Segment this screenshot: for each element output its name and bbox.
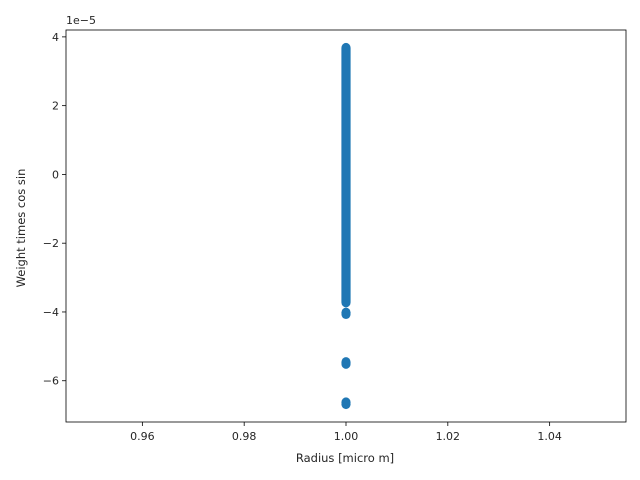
- y-tick-label: −2: [43, 237, 59, 250]
- x-tick-label: 1.02: [436, 430, 461, 443]
- x-tick-label: 1.04: [537, 430, 562, 443]
- y-axis-label: Weight times cos sin: [14, 169, 28, 288]
- data-points: [341, 42, 351, 410]
- data-point: [341, 399, 351, 410]
- y-offset-text: 1e−5: [66, 14, 96, 27]
- y-axis-ticks: −6 −4 −2 0 2 4: [43, 31, 66, 388]
- x-tick-label: 0.96: [130, 430, 155, 443]
- x-axis-ticks: 0.96 0.98 1.00 1.02 1.04: [130, 422, 562, 443]
- y-tick-label: 0: [52, 168, 59, 181]
- x-tick-label: 0.98: [232, 430, 257, 443]
- data-point: [341, 309, 351, 320]
- y-tick-label: 4: [52, 31, 59, 44]
- y-tick-label: 2: [52, 100, 59, 113]
- x-axis-label: Radius [micro m]: [296, 451, 394, 465]
- x-tick-label: 1.00: [334, 430, 359, 443]
- data-point: [341, 358, 351, 369]
- y-tick-label: −4: [43, 306, 59, 319]
- dense-point-band: [341, 42, 351, 308]
- y-tick-label: −6: [43, 375, 59, 388]
